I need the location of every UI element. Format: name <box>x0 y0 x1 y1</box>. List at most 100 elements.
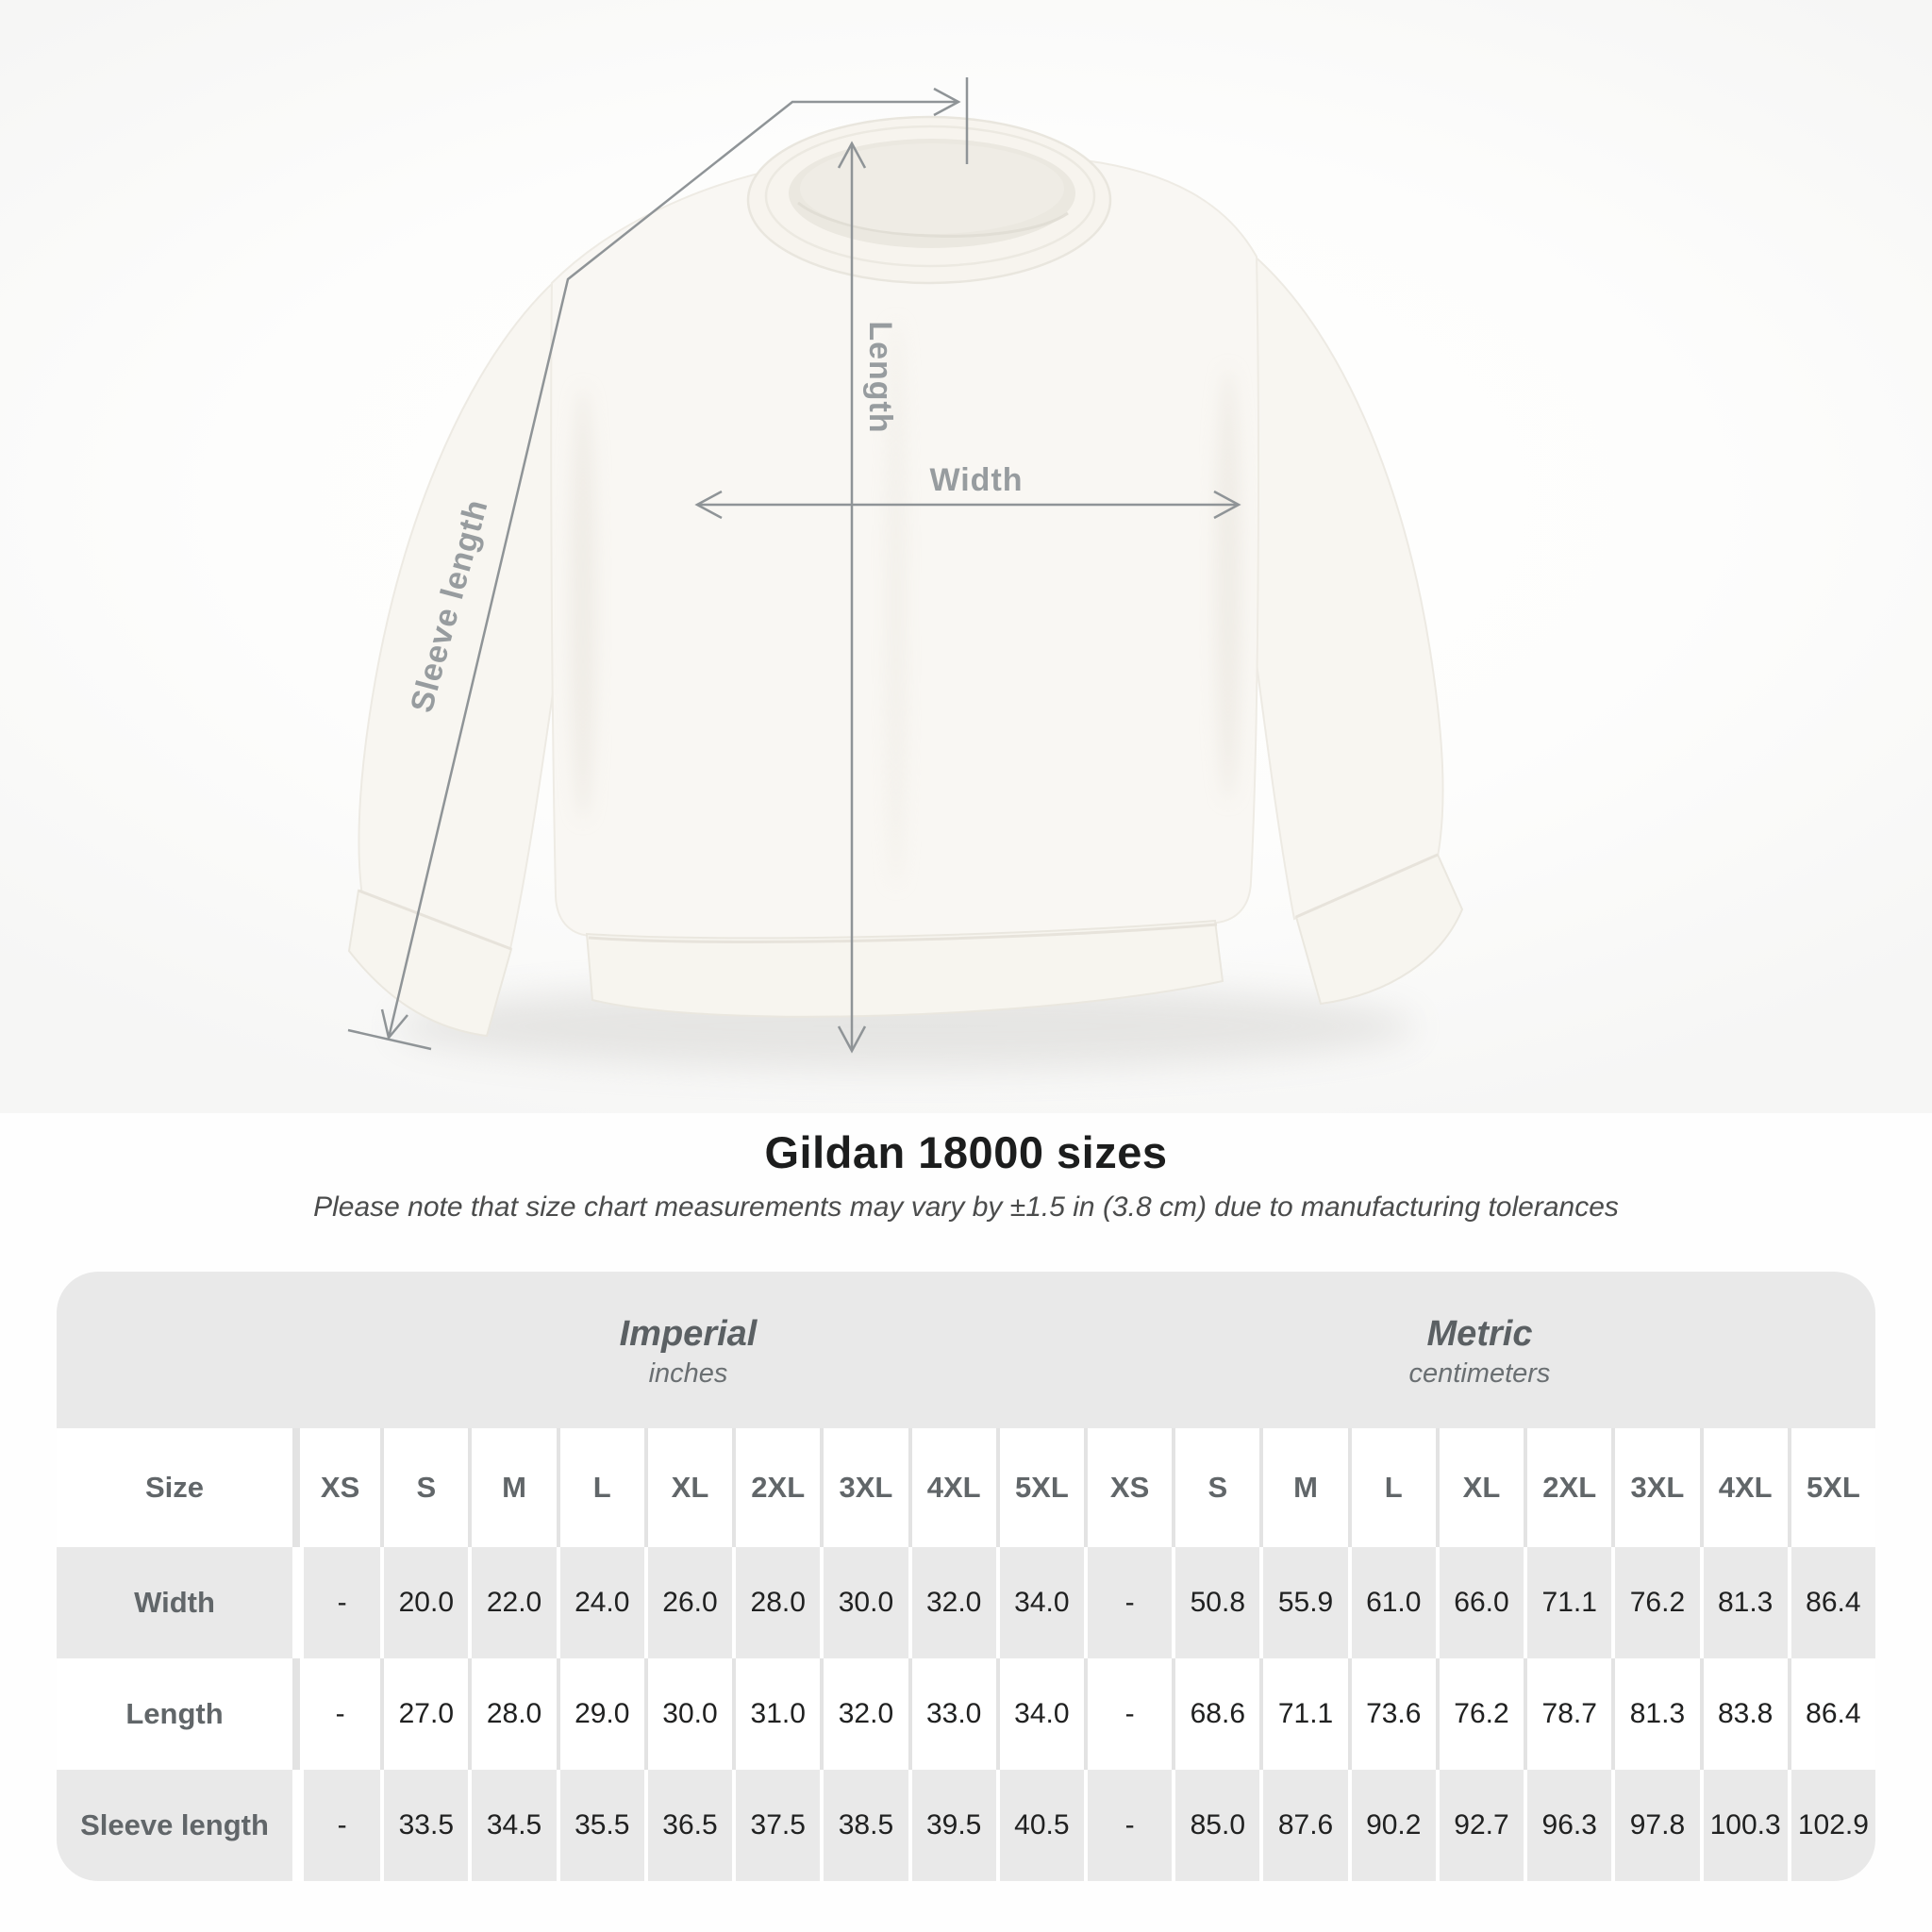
table-header-row: Size XS S M L XL 2XL 3XL 4XL 5XL XS S M L XL 2XL 3XL 4XL… <box>57 1428 1875 1547</box>
width-value-cell: 22.0 <box>468 1547 556 1658</box>
size-column-header: 5XL <box>995 1428 1084 1547</box>
sleeve-length-value-cell: 87.6 <box>1259 1770 1347 1881</box>
measurement-overlay <box>347 77 1241 1054</box>
metric-section-header: Metric centimeters <box>1084 1272 1875 1428</box>
sleeve-length-value-cell: 33.5 <box>380 1770 468 1881</box>
right-cuff-seam <box>1295 853 1439 919</box>
heading-block: Gildan 18000 sizes Please note that size… <box>0 1128 1932 1224</box>
length-value-cell: 81.3 <box>1611 1658 1699 1770</box>
size-column-header: M <box>468 1428 556 1547</box>
sleeve-endcap-bottom <box>347 1028 432 1051</box>
length-arrow <box>837 141 867 1054</box>
size-column-header: L <box>556 1428 644 1547</box>
width-value-cell: 76.2 <box>1611 1547 1699 1658</box>
waistband <box>585 919 1224 1018</box>
length-value-cell: 29.0 <box>556 1658 644 1770</box>
size-column-header: XS <box>1083 1428 1172 1547</box>
length-value-cell: 73.6 <box>1347 1658 1436 1770</box>
width-label: Width <box>929 462 1023 498</box>
length-label: Length <box>862 321 898 433</box>
width-value-cell: 20.0 <box>380 1547 468 1658</box>
width-arrow <box>694 490 1241 520</box>
length-value-cell: 71.1 <box>1259 1658 1347 1770</box>
sweatshirt-illustration <box>347 115 1464 1038</box>
sweatshirt-diagram: Length Width Sleeve length <box>347 77 1464 1070</box>
width-value-cell: 34.0 <box>995 1547 1084 1658</box>
sleeve-length-value-cell: 39.5 <box>908 1770 996 1881</box>
size-column-header: 4XL <box>1699 1428 1788 1547</box>
sleeve-length-value-cell: 36.5 <box>643 1770 732 1881</box>
metric-unit: centimeters <box>1408 1358 1551 1389</box>
tolerance-note: Please note that size chart measurements… <box>313 1191 1619 1223</box>
width-value-cell: 86.4 <box>1787 1547 1875 1658</box>
size-table: Imperial inches Metric centimeters Size … <box>57 1272 1875 1881</box>
size-column-header: 4XL <box>908 1428 996 1547</box>
left-cuff-seam <box>358 889 512 951</box>
size-column-header: 2XL <box>1524 1428 1611 1547</box>
size-column-header: L <box>1347 1428 1436 1547</box>
length-value-cell: 28.0 <box>468 1658 556 1770</box>
length-value-cell: 68.6 <box>1172 1658 1259 1770</box>
sleeve-length-value-cell: 97.8 <box>1611 1770 1699 1881</box>
sleeve-length-value-cell: 37.5 <box>732 1770 820 1881</box>
crease-left <box>570 387 596 821</box>
length-value-cell: 33.0 <box>908 1658 996 1770</box>
product-photo-area: Length Width Sleeve length <box>0 0 1932 1113</box>
table-row-sleeve-length: Sleeve length -33.5 34.5 35.5 36.5 37.5 38.5 3… <box>57 1770 1875 1881</box>
waistband-seam <box>588 923 1218 943</box>
size-column-header: XL <box>643 1428 732 1547</box>
width-value-cell: 30.0 <box>820 1547 908 1658</box>
row-label-width: Width <box>134 1586 215 1619</box>
metric-title: Metric <box>1426 1314 1533 1354</box>
size-column-header: S <box>380 1428 468 1547</box>
sleeve-length-value-cell: 35.5 <box>556 1770 644 1881</box>
length-value-cell: - <box>292 1658 380 1770</box>
imperial-section-header: Imperial inches <box>292 1272 1084 1428</box>
size-column-header: 3XL <box>1611 1428 1699 1547</box>
width-value-cell: 32.0 <box>908 1547 996 1658</box>
length-value-cell: 31.0 <box>732 1658 820 1770</box>
left-cuff <box>347 889 513 1038</box>
size-column-header: 3XL <box>820 1428 908 1547</box>
imperial-title: Imperial <box>619 1314 758 1354</box>
row-label-sleeve-length: Sleeve length <box>80 1808 269 1841</box>
width-value-cell: - <box>1083 1547 1172 1658</box>
length-value-cell: 30.0 <box>643 1658 732 1770</box>
width-value-cell: 50.8 <box>1172 1547 1259 1658</box>
crease-center <box>885 321 908 887</box>
width-value-cell: - <box>292 1547 380 1658</box>
size-column-header: 5XL <box>1787 1428 1875 1547</box>
size-column-header: S <box>1172 1428 1259 1547</box>
length-value-cell: 78.7 <box>1524 1658 1611 1770</box>
width-value-cell: 61.0 <box>1347 1547 1436 1658</box>
sleeve-length-value-cell: 38.5 <box>820 1770 908 1881</box>
size-corner-label: Size <box>144 1471 205 1504</box>
collar-seam <box>764 125 1096 268</box>
table-row-width: Width -20.0 22.0 24.0 26.0 28.0 30.0 32.0 34.0-… <box>57 1547 1875 1658</box>
collar-back-panel <box>800 143 1064 234</box>
width-value-cell: 71.1 <box>1524 1547 1611 1658</box>
size-column-header: XL <box>1435 1428 1524 1547</box>
sleeve-length-arrow <box>347 77 969 1051</box>
table-row-length: Length -27.0 28.0 29.0 30.0 31.0 32.0 33.0 34.0… <box>57 1658 1875 1770</box>
width-value-cell: 55.9 <box>1259 1547 1347 1658</box>
sleeve-length-value-cell: 40.5 <box>995 1770 1084 1881</box>
width-value-cell: 26.0 <box>643 1547 732 1658</box>
size-column-header: XS <box>292 1428 380 1547</box>
length-value-cell: - <box>1083 1658 1172 1770</box>
collar-inner-shadow <box>797 201 1069 238</box>
sleeve-length-value-cell: - <box>292 1770 380 1881</box>
sleeve-length-value-cell: 96.3 <box>1524 1770 1611 1881</box>
size-column-header: M <box>1259 1428 1347 1547</box>
crease-right <box>1215 368 1241 802</box>
length-value-cell: 83.8 <box>1699 1658 1788 1770</box>
length-value-cell: 27.0 <box>380 1658 468 1770</box>
length-value-cell: 34.0 <box>995 1658 1084 1770</box>
row-label-length: Length <box>125 1697 224 1730</box>
size-column-header: 2XL <box>732 1428 820 1547</box>
length-value-cell: 76.2 <box>1435 1658 1524 1770</box>
length-value-cell: 32.0 <box>820 1658 908 1770</box>
page-title: Gildan 18000 sizes <box>764 1127 1168 1177</box>
imperial-unit: inches <box>648 1358 728 1389</box>
